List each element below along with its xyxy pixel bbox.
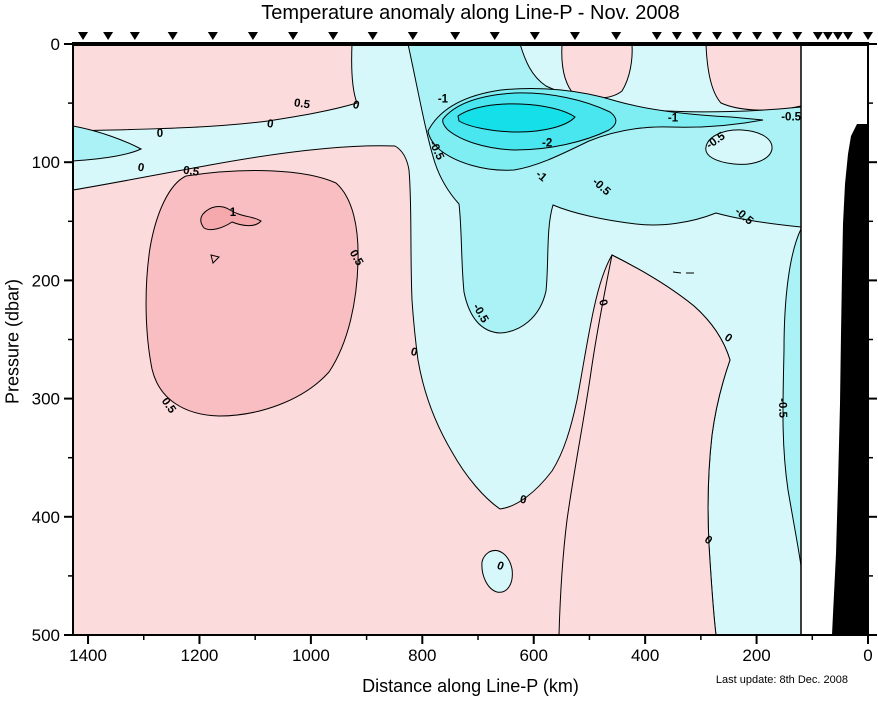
contour-region-p_0_5_1: [145, 170, 359, 417]
contour-label: 0.5: [182, 165, 200, 179]
station-marker-icon: [207, 32, 218, 40]
station-marker-icon: [822, 32, 833, 40]
contour-label: 0.5: [293, 97, 311, 111]
x-tick-label: 200: [742, 646, 770, 665]
station-marker-icon: [407, 32, 418, 40]
contour-label: 0: [495, 560, 505, 573]
station-marker-icon: [78, 32, 89, 40]
contour-region-n_0_5_1: [72, 125, 143, 162]
x-tick-label: 1200: [181, 646, 219, 665]
station-marker-icon: [863, 32, 873, 40]
station-marker-icon: [792, 32, 803, 40]
x-axis-title: Distance along Line-P (km): [362, 676, 579, 696]
station-marker-icon: [691, 32, 702, 40]
station-marker-icon: [129, 32, 140, 40]
station-marker-icon: [832, 32, 843, 40]
station-marker-icon: [247, 32, 258, 40]
station-marker-icon: [167, 32, 178, 40]
chart-title: Temperature anomaly along Line-P - Nov. …: [261, 2, 680, 24]
contour-region-none: [210, 254, 220, 264]
station-marker-icon: [529, 32, 540, 40]
contour-region-p_0_0_5: [705, 43, 802, 111]
y-tick-label: 200: [32, 271, 60, 290]
station-marker-icon: [328, 32, 339, 40]
contour-label: 0: [266, 118, 274, 131]
station-marker-icon: [611, 32, 622, 40]
contour-label: 0: [351, 99, 360, 112]
station-marker-icon: [288, 32, 299, 40]
station-marker-icon: [772, 32, 783, 40]
station-marker-icon: [712, 32, 723, 40]
station-marker-icon: [732, 32, 743, 40]
contour-region-none: [672, 271, 694, 274]
contour-label: 0: [596, 298, 609, 307]
contour-region-p_0_0_5: [561, 43, 633, 99]
contour-label: -0.5: [776, 398, 789, 419]
y-tick-label: 100: [32, 153, 60, 172]
contour-label: 0: [137, 162, 145, 175]
contour-region-n_0_5_1: [782, 228, 802, 567]
station-marker-icon: [367, 32, 378, 40]
contour-label: 0: [409, 346, 418, 359]
contour-label: -1: [438, 94, 449, 106]
last-update-note: Last update: 8th Dec. 2008: [715, 674, 848, 686]
station-marker-icon: [651, 32, 662, 40]
contour-region-p_0_0_5: [558, 254, 731, 636]
contour-label: -0.5: [781, 111, 801, 123]
x-tick-label: 800: [408, 646, 436, 665]
y-tick-label: 300: [32, 390, 60, 409]
station-marker-icon: [569, 32, 580, 40]
contour-region-n_lt2: [457, 103, 576, 133]
y-tick-label: 500: [32, 626, 60, 645]
station-marker-icon: [812, 32, 823, 40]
x-tick-label: 400: [631, 646, 659, 665]
station-marker-icon: [103, 32, 114, 40]
station-marker-icon: [752, 32, 763, 40]
y-tick-label: 400: [32, 508, 60, 527]
y-tick-label: 0: [51, 35, 60, 54]
station-marker-icon: [450, 32, 461, 40]
x-tick-label: 1400: [69, 646, 107, 665]
contour-label: -1: [668, 112, 679, 124]
bathymetry-silhouette: [832, 124, 868, 635]
contour-label: 1: [230, 207, 237, 219]
contour-region-n_0_0_5: [481, 550, 513, 593]
contour-label: 0: [157, 128, 163, 140]
contour-label: 0: [519, 494, 527, 507]
contour-label: -2: [542, 137, 552, 149]
station-marker-icon: [489, 32, 500, 40]
contour-region-p_gt1: [200, 206, 262, 231]
station-marker-icon: [842, 32, 853, 40]
x-tick-label: 1000: [292, 646, 330, 665]
contour-region-n_0_0_5: [705, 129, 773, 165]
x-tick-label: 600: [520, 646, 548, 665]
x-tick-label: 0: [863, 646, 872, 665]
station-marker-icon: [671, 32, 682, 40]
